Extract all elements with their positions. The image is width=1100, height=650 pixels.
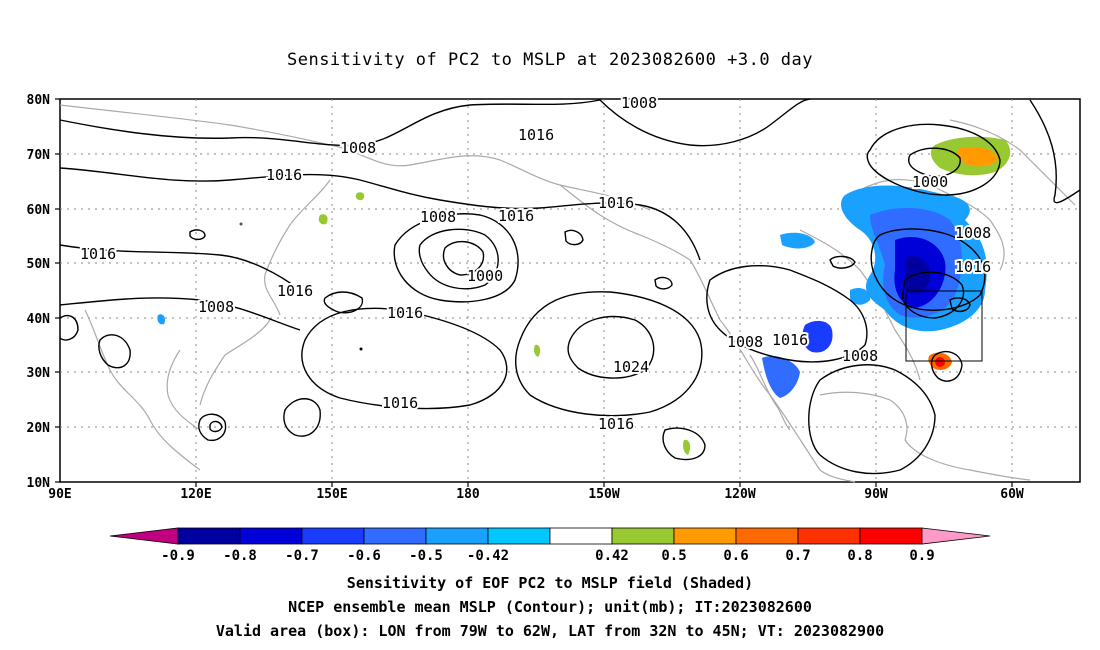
contour-label: 1016	[598, 194, 634, 212]
colorbar-label: -0.6	[347, 548, 381, 564]
lat-label: 80N	[27, 93, 51, 108]
lat-label: 40N	[27, 312, 51, 327]
lon-ticks	[195, 482, 1013, 487]
colorbar-swatch	[301, 527, 365, 545]
lon-label: 150W	[588, 487, 619, 502]
contour-label: 1008	[955, 224, 991, 242]
grid	[60, 99, 1080, 482]
colorbar-swatch	[735, 527, 799, 545]
colorbar-label: -0.9	[161, 548, 195, 564]
positive-region-small2	[355, 192, 365, 201]
colorbar-label: 0.6	[723, 548, 748, 564]
contour-label: 1008	[727, 333, 763, 351]
contour-label: 1016	[955, 258, 991, 276]
contour-label: 1016	[266, 166, 302, 184]
colorbar-label: 0.7	[785, 548, 810, 564]
footer-line-3: Valid area (box): LON from 79W to 62W, L…	[215, 622, 885, 640]
contour-label: 1016	[772, 331, 808, 349]
colorbar-swatch	[425, 527, 489, 545]
marker-dot	[239, 222, 243, 226]
colorbar-label: -0.5	[409, 548, 443, 564]
colorbar-swatch	[611, 527, 675, 545]
positive-region-small3	[683, 439, 691, 455]
contour-label: 1016	[498, 207, 534, 225]
chart-title: Sensitivity of PC2 to MSLP at 2023082600…	[286, 50, 813, 70]
footer-line-2: NCEP ensemble mean MSLP (Contour); unit(…	[288, 598, 812, 616]
negative-region-small1	[780, 232, 815, 249]
colorbar-label: 0.9	[909, 548, 934, 564]
lat-label: 50N	[27, 257, 51, 272]
valid-area-box	[905, 290, 983, 362]
colorbar-swatch	[549, 527, 613, 545]
lon-label: 90W	[864, 487, 888, 502]
negative-region-small3	[157, 314, 166, 325]
lon-label: 120E	[180, 487, 211, 502]
negative-region-center	[905, 256, 931, 294]
colorbar-swatch	[363, 527, 427, 545]
lon-label: 150E	[316, 487, 347, 502]
lon-labels: 90E 120E 150E 180 150W 120W 90W 60W	[48, 487, 1024, 502]
negative-region-west	[802, 320, 833, 353]
contour-label: 1008	[420, 208, 456, 226]
coastlines	[59, 104, 1076, 483]
isobars	[59, 98, 1081, 475]
contour-label: 1016	[80, 245, 116, 263]
contour-label: 1008	[621, 94, 657, 112]
contour-label: 1000	[912, 173, 948, 191]
lat-label: 20N	[27, 421, 51, 436]
contour-label: 1008	[340, 139, 376, 157]
contour-label: 1008	[842, 347, 878, 365]
lat-label: 70N	[27, 148, 51, 163]
colorbar-swatch	[673, 527, 737, 545]
footer-line-1: Sensitivity of EOF PC2 to MSLP field (Sh…	[346, 574, 754, 592]
positive-region-small1	[318, 214, 328, 225]
lat-labels: 80N 70N 60N 50N 40N 30N 20N 10N	[27, 93, 51, 491]
negative-region-southwest	[762, 355, 800, 398]
colorbar-label: -0.7	[285, 548, 319, 564]
contour-labels: 1008 1016 1016 1008 1016 1016 1008 1016 …	[78, 92, 993, 435]
negative-region-small2	[850, 288, 871, 305]
positive-region-south-core	[935, 357, 945, 367]
marker-dot	[359, 347, 363, 351]
colorbar-swatch	[797, 527, 861, 545]
lat-label: 60N	[27, 203, 51, 218]
contour-label: 1024	[613, 358, 649, 376]
shaded-regions	[157, 136, 1011, 455]
contour-label: 1008	[198, 298, 234, 316]
colorbar-label: -0.8	[223, 548, 257, 564]
contour-label: 1016	[277, 282, 313, 300]
colorbar-min-arrow	[109, 527, 179, 545]
contour-label: 1016	[387, 304, 423, 322]
colorbar-swatch	[239, 527, 303, 545]
lon-label: 120W	[724, 487, 755, 502]
colorbar-label: 0.42	[595, 548, 629, 564]
lon-label: 90E	[48, 487, 71, 502]
contour-label: 1016	[382, 394, 418, 412]
colorbar-label: 0.8	[847, 548, 872, 564]
lon-label: 180	[456, 487, 480, 502]
lon-label: 60W	[1000, 487, 1024, 502]
lat-label: 30N	[27, 366, 51, 381]
contour-label: 1000	[467, 267, 503, 285]
contour-label: 1016	[518, 126, 554, 144]
colorbar-swatch	[177, 527, 241, 545]
lat-label: 10N	[27, 476, 51, 491]
lat-ticks	[55, 98, 60, 483]
colorbar-label: 0.5	[661, 548, 686, 564]
positive-region-small4	[534, 344, 541, 357]
colorbar-label: -0.42	[467, 548, 509, 564]
colorbar-swatch	[487, 527, 551, 545]
colorbar-max-arrow	[921, 527, 991, 545]
colorbar-swatch	[859, 527, 923, 545]
positive-region-north-core	[957, 146, 998, 167]
colorbar: -0.9 -0.8 -0.7 -0.6 -0.5 -0.42 0.42 0.5 0.6 0.7 0.…	[109, 527, 991, 564]
contour-label: 1016	[598, 415, 634, 433]
